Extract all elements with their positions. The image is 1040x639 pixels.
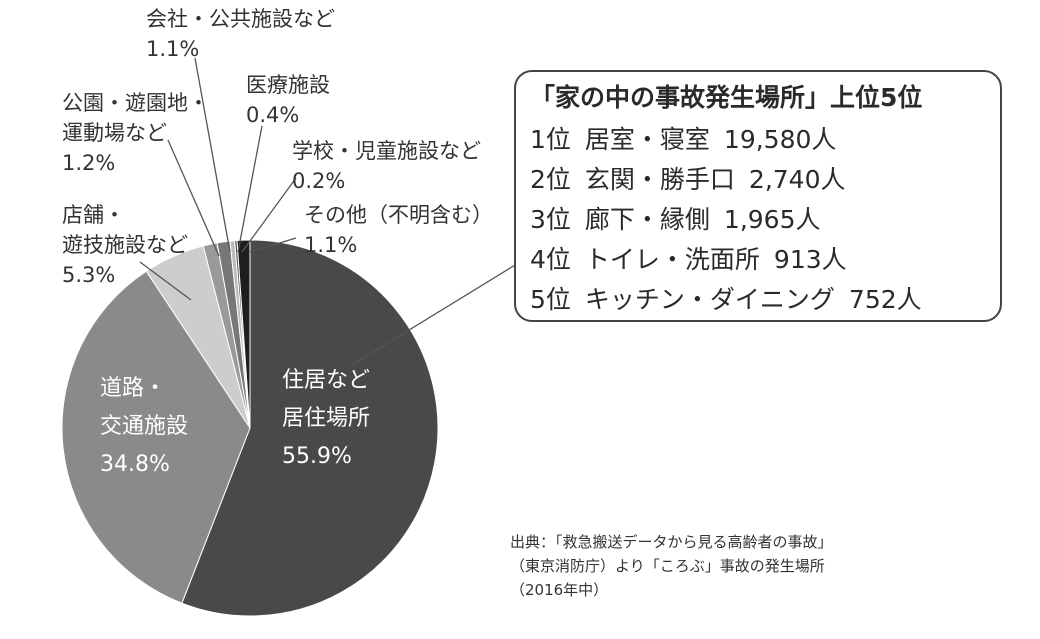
ranking-row: 4位 トイレ・洗面所 913人	[530, 240, 1000, 280]
leader-line-park	[167, 139, 220, 257]
rank-place: キッチン・ダイニング	[584, 285, 835, 314]
leader-line-shop	[139, 261, 192, 301]
ranking-callout: 「家の中の事故発生場所」上位5位 1位 居室・寝室 19,580人 2位 玄関・勝手口…	[514, 70, 1002, 322]
rank-place: トイレ・洗面所	[584, 245, 760, 274]
rank-label: 3位	[530, 205, 571, 234]
ranking-row: 2位 玄関・勝手口 2,740人	[530, 160, 1000, 200]
slice-label-school: 学校・児童施設など 0.2%	[292, 139, 481, 193]
rank-label: 2位	[530, 165, 571, 194]
rank-label: 5位	[530, 285, 571, 314]
ranking-row: 1位 居室・寝室 19,580人	[530, 120, 1000, 160]
ranking-title: 「家の中の事故発生場所」上位5位	[530, 83, 923, 112]
leader-line-company	[194, 57, 231, 253]
rank-place: 廊下・縁側	[584, 205, 710, 234]
rank-label: 4位	[530, 245, 571, 274]
rank-count: 1,965人	[723, 205, 821, 234]
rank-place: 居室・寝室	[584, 125, 710, 154]
rank-count: 2,740人	[748, 165, 846, 194]
rank-count: 913人	[773, 245, 847, 274]
rank-label: 1位	[530, 125, 571, 154]
leader-line-school	[241, 177, 297, 253]
rank-count: 752人	[848, 285, 922, 314]
slice-label-residence: 住居など 居住場所 55.9%	[282, 368, 371, 469]
slice-label-road: 道路・ 交通施設 34.8%	[100, 376, 189, 477]
slice-label-medical: 医療施設 0.4%	[246, 73, 330, 127]
rank-count: 19,580人	[723, 125, 837, 154]
slice-label-other: その他（不明含む） 1.1%	[304, 203, 493, 257]
callout-pointer	[351, 261, 521, 366]
slice-label-shop: 店舗・ 遊技施設など 5.3%	[62, 203, 188, 287]
leader-line-medical	[237, 125, 263, 253]
pie-slice-residence	[181, 239, 439, 617]
pie-slice-road	[61, 270, 251, 604]
ranking-row: 5位 キッチン・ダイニング 752人	[530, 280, 1000, 320]
ranking-row: 3位 廊下・縁側 1,965人	[530, 200, 1000, 240]
slice-label-company: 会社・公共施設など 1.1%	[146, 7, 335, 61]
rank-place: 玄関・勝手口	[584, 165, 735, 194]
slice-label-park: 公園・遊園地・ 運動場など 1.2%	[62, 91, 209, 175]
source-note: 出典：「救急搬送データから見る高齢者の事故」 （東京消防庁）より「ころぶ」事故の…	[510, 533, 833, 599]
leader-line-other	[249, 237, 297, 253]
